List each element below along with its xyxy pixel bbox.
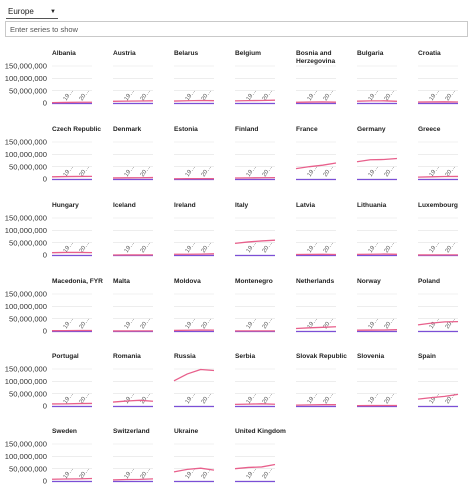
series-line-a	[417, 175, 459, 178]
series-line-a	[234, 239, 276, 245]
series-line-a	[356, 157, 398, 163]
y-tick-label: 0	[43, 402, 47, 411]
series-line-a	[295, 162, 337, 170]
panel-title: Hungary	[52, 202, 79, 209]
y-tick-label: 100,000,000	[5, 74, 47, 83]
panel-title: Albania	[52, 50, 76, 57]
y-tick-label: 0	[43, 477, 47, 486]
panel-title: Greece	[418, 126, 441, 133]
y-tick-label: 100,000,000	[5, 226, 47, 235]
series-line-a	[173, 368, 215, 382]
series-line-a	[356, 329, 398, 331]
y-tick-label: 100,000,000	[5, 377, 47, 386]
panel-title: Russia	[174, 353, 196, 360]
y-tick-label: 0	[43, 251, 47, 260]
series-line-a	[173, 467, 215, 473]
panel-title: Bulgaria	[357, 50, 384, 57]
region-dropdown-value: Europe	[8, 7, 34, 16]
panel-title: Italy	[235, 202, 249, 209]
y-tick-label: 0	[43, 175, 47, 184]
panel-title: Finland	[235, 126, 258, 133]
series-line-a	[234, 403, 276, 405]
panel-title: Sweden	[52, 428, 77, 435]
panel-title: Norway	[357, 278, 381, 285]
y-tick-label: 100,000,000	[5, 150, 47, 159]
y-tick-label: 50,000,000	[9, 464, 47, 473]
panel-title: Austria	[113, 50, 136, 57]
panel-title: Bosnia and Herzegovina	[296, 50, 336, 65]
panel-title: Belarus	[174, 50, 199, 57]
series-line-a	[417, 393, 459, 400]
series-line-a	[51, 477, 93, 480]
series-line-a	[173, 99, 215, 102]
chevron-down-icon: ▼	[50, 9, 56, 15]
y-tick-label: 150,000,000	[5, 440, 47, 449]
y-tick-label: 150,000,000	[5, 138, 47, 147]
y-tick-label: 150,000,000	[5, 365, 47, 374]
y-tick-label: 50,000,000	[9, 314, 47, 323]
series-line-a	[234, 99, 276, 102]
panel-title: Slovenia	[357, 353, 384, 360]
panel-title: Romania	[113, 353, 141, 360]
y-tick-label: 50,000,000	[9, 389, 47, 398]
dropdown-underline	[6, 18, 58, 19]
series-search-input[interactable]	[5, 21, 468, 37]
panel-title: Spain	[418, 353, 436, 360]
panel-title: Croatia	[418, 50, 441, 57]
panel-title: Portugal	[52, 353, 79, 360]
series-line-a	[295, 326, 337, 330]
y-tick-label: 100,000,000	[5, 302, 47, 311]
y-tick-label: 50,000,000	[9, 162, 47, 171]
series-line-a	[112, 399, 154, 403]
y-tick-label: 100,000,000	[5, 452, 47, 461]
panel-title: United Kingdom	[235, 428, 286, 435]
panel-title: Macedonia, FYR	[52, 278, 103, 285]
panel-title: Moldova	[174, 278, 201, 285]
panel-title: Denmark	[113, 126, 142, 133]
y-tick-label: 0	[43, 327, 47, 336]
y-tick-label: 150,000,000	[5, 290, 47, 299]
panel-title: Netherlands	[296, 278, 334, 285]
y-tick-label: 150,000,000	[5, 62, 47, 71]
panel-title: Lithuania	[357, 202, 387, 209]
panel-title: Serbia	[235, 353, 255, 360]
panel-title: Slovak Republic	[296, 353, 347, 360]
panel-title: Germany	[357, 126, 386, 133]
y-tick-label: 50,000,000	[9, 238, 47, 247]
panel-title: Ireland	[174, 202, 196, 209]
region-dropdown[interactable]: Europe ▼	[6, 5, 58, 19]
panel-title: Ukraine	[174, 428, 199, 435]
y-tick-label: 50,000,000	[9, 86, 47, 95]
panel-title: Iceland	[113, 202, 136, 209]
series-line-a	[112, 478, 154, 481]
series-line-a	[417, 320, 459, 326]
series-line-a	[234, 463, 276, 470]
panel-title: Poland	[418, 278, 440, 285]
y-tick-label: 150,000,000	[5, 214, 47, 223]
panel-title: France	[296, 126, 318, 133]
panel-title: Estonia	[174, 126, 198, 133]
y-tick-label: 0	[43, 99, 47, 108]
panel-title: Luxembourg	[418, 202, 458, 209]
panel-title: Switzerland	[113, 428, 150, 435]
panel-title: Czech Republic	[52, 126, 101, 133]
panel-title: Latvia	[296, 202, 315, 209]
panel-title: Montenegro	[235, 278, 273, 285]
panel-title: Belgium	[235, 50, 261, 57]
panel-title: Malta	[113, 278, 130, 285]
